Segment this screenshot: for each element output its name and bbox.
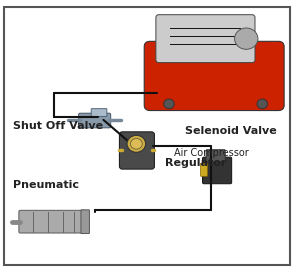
Circle shape [127, 135, 146, 152]
Circle shape [235, 28, 258, 49]
Text: Selenoid Valve: Selenoid Valve [185, 126, 277, 136]
Circle shape [164, 99, 174, 109]
Circle shape [257, 99, 268, 109]
FancyBboxPatch shape [91, 109, 107, 116]
FancyBboxPatch shape [144, 41, 284, 111]
FancyBboxPatch shape [206, 150, 225, 162]
FancyBboxPatch shape [119, 132, 154, 169]
Text: Air Compressor: Air Compressor [174, 148, 249, 158]
FancyBboxPatch shape [202, 157, 232, 184]
FancyBboxPatch shape [200, 163, 208, 176]
FancyBboxPatch shape [79, 113, 111, 128]
Circle shape [130, 139, 142, 149]
FancyBboxPatch shape [81, 210, 89, 233]
Text: Shut Off Valve: Shut Off Valve [13, 121, 103, 131]
FancyBboxPatch shape [156, 15, 255, 63]
Text: Pneumatic: Pneumatic [13, 180, 79, 190]
FancyBboxPatch shape [19, 210, 86, 233]
Text: Regulator: Regulator [165, 158, 226, 168]
